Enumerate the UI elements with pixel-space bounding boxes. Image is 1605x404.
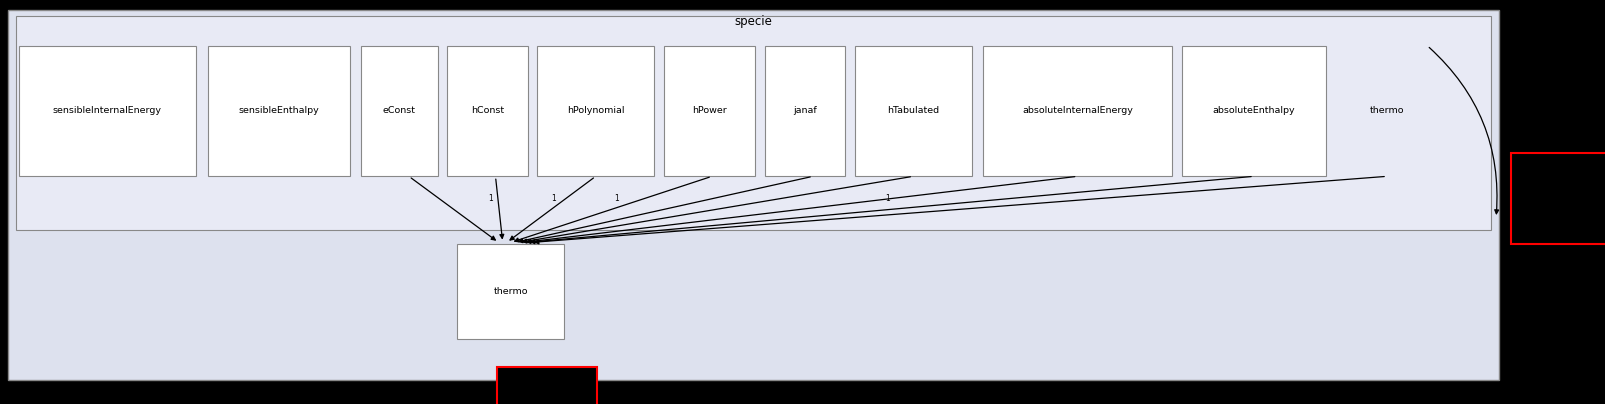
Text: 1: 1	[884, 194, 889, 203]
Text: absoluteInternalEnergy: absoluteInternalEnergy	[1021, 106, 1132, 116]
FancyBboxPatch shape	[663, 46, 754, 176]
Text: sensibleInternalEnergy: sensibleInternalEnergy	[53, 106, 162, 116]
Text: sensibleEnthalpy: sensibleEnthalpy	[239, 106, 319, 116]
FancyBboxPatch shape	[498, 366, 595, 404]
FancyBboxPatch shape	[16, 16, 1491, 230]
FancyBboxPatch shape	[982, 46, 1172, 176]
FancyBboxPatch shape	[1510, 153, 1605, 244]
FancyBboxPatch shape	[1181, 46, 1326, 176]
Text: eConst: eConst	[382, 106, 416, 116]
FancyBboxPatch shape	[448, 46, 526, 176]
FancyBboxPatch shape	[854, 46, 971, 176]
Text: hPower: hPower	[692, 106, 727, 116]
FancyBboxPatch shape	[764, 46, 844, 176]
Text: janaf: janaf	[793, 106, 817, 116]
FancyBboxPatch shape	[361, 46, 438, 176]
Text: 1: 1	[551, 194, 555, 203]
FancyBboxPatch shape	[209, 46, 350, 176]
Text: hPolynomial: hPolynomial	[567, 106, 624, 116]
Text: 1: 1	[613, 194, 618, 203]
Text: 1: 1	[1501, 198, 1505, 206]
Text: absoluteEnthalpy: absoluteEnthalpy	[1212, 106, 1295, 116]
Text: hTabulated: hTabulated	[886, 106, 939, 116]
Text: specie: specie	[733, 15, 772, 27]
Text: thermo: thermo	[493, 287, 528, 296]
Text: hConst: hConst	[470, 106, 504, 116]
Text: 1: 1	[488, 194, 493, 203]
FancyBboxPatch shape	[536, 46, 653, 176]
FancyBboxPatch shape	[8, 10, 1499, 381]
FancyBboxPatch shape	[457, 244, 563, 339]
Text: thermo: thermo	[1369, 106, 1403, 116]
FancyBboxPatch shape	[19, 46, 196, 176]
